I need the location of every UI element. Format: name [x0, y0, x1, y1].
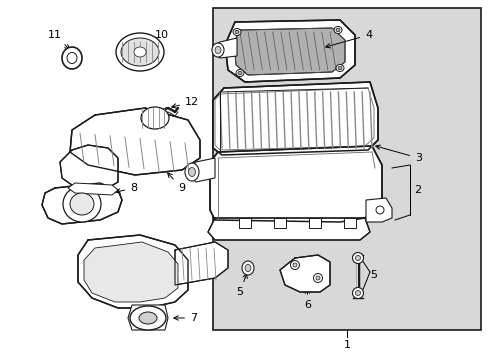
Ellipse shape	[238, 71, 242, 75]
Polygon shape	[212, 38, 237, 58]
Ellipse shape	[313, 274, 322, 283]
Ellipse shape	[292, 263, 296, 267]
Text: 5: 5	[369, 270, 376, 280]
Polygon shape	[365, 198, 391, 222]
Ellipse shape	[70, 193, 94, 215]
Ellipse shape	[139, 312, 157, 324]
Text: 1: 1	[343, 340, 350, 350]
Ellipse shape	[244, 265, 250, 271]
Ellipse shape	[141, 107, 169, 129]
Ellipse shape	[121, 38, 159, 66]
Ellipse shape	[290, 261, 299, 270]
Ellipse shape	[355, 291, 360, 296]
Polygon shape	[207, 218, 369, 240]
Polygon shape	[185, 158, 215, 182]
Text: 8: 8	[116, 183, 137, 193]
Ellipse shape	[236, 69, 244, 77]
Polygon shape	[234, 28, 345, 75]
Ellipse shape	[352, 252, 363, 264]
Ellipse shape	[242, 261, 253, 275]
Text: 11: 11	[48, 30, 69, 49]
Ellipse shape	[215, 46, 221, 54]
Polygon shape	[224, 20, 354, 82]
Ellipse shape	[62, 47, 82, 69]
Ellipse shape	[352, 288, 363, 298]
Polygon shape	[213, 82, 377, 155]
Bar	[273, 218, 285, 228]
Ellipse shape	[315, 276, 319, 280]
Ellipse shape	[184, 163, 199, 181]
Polygon shape	[209, 146, 381, 222]
Text: 7: 7	[174, 313, 197, 323]
Text: 9: 9	[167, 173, 185, 193]
Bar	[239, 218, 250, 228]
Polygon shape	[68, 183, 118, 195]
Ellipse shape	[335, 64, 343, 72]
Polygon shape	[84, 242, 178, 302]
Ellipse shape	[337, 66, 341, 70]
Text: 10: 10	[155, 30, 169, 49]
Polygon shape	[78, 235, 187, 308]
Text: 3: 3	[375, 145, 421, 163]
Polygon shape	[175, 242, 227, 285]
Ellipse shape	[335, 28, 339, 32]
Ellipse shape	[333, 27, 341, 33]
Text: 6: 6	[304, 289, 311, 310]
Ellipse shape	[116, 33, 163, 71]
Polygon shape	[280, 255, 329, 292]
Polygon shape	[128, 305, 168, 330]
Text: 4: 4	[325, 30, 371, 48]
Text: 5: 5	[236, 274, 247, 297]
Ellipse shape	[63, 186, 101, 222]
Ellipse shape	[67, 53, 77, 63]
Ellipse shape	[235, 30, 239, 34]
Ellipse shape	[134, 47, 146, 57]
Ellipse shape	[375, 206, 383, 214]
Ellipse shape	[212, 43, 224, 57]
Polygon shape	[60, 145, 118, 190]
Bar	[213, 8, 480, 330]
Bar	[343, 218, 355, 228]
Polygon shape	[42, 183, 122, 224]
Text: 2: 2	[413, 185, 420, 195]
Text: 12: 12	[171, 97, 199, 108]
Ellipse shape	[355, 256, 360, 261]
Ellipse shape	[188, 167, 195, 176]
Polygon shape	[70, 108, 200, 175]
Bar	[308, 218, 320, 228]
Ellipse shape	[130, 306, 165, 330]
Ellipse shape	[232, 28, 241, 36]
